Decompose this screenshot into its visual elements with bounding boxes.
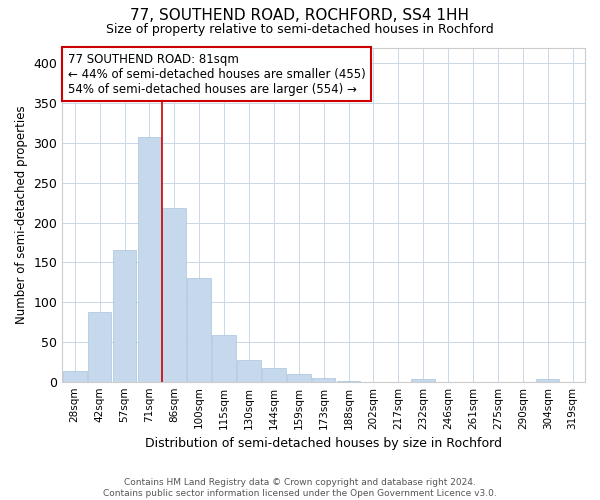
Bar bbox=[63, 372, 86, 382]
Bar bbox=[187, 278, 211, 382]
Bar bbox=[312, 378, 335, 382]
Bar bbox=[113, 250, 136, 382]
Bar bbox=[412, 380, 435, 382]
Bar bbox=[536, 380, 559, 382]
Bar bbox=[262, 368, 286, 382]
Bar bbox=[137, 138, 161, 382]
Bar bbox=[163, 208, 186, 382]
Bar bbox=[212, 334, 236, 382]
Text: Contains HM Land Registry data © Crown copyright and database right 2024.
Contai: Contains HM Land Registry data © Crown c… bbox=[103, 478, 497, 498]
Bar bbox=[88, 312, 112, 382]
Y-axis label: Number of semi-detached properties: Number of semi-detached properties bbox=[15, 106, 28, 324]
Text: 77 SOUTHEND ROAD: 81sqm
← 44% of semi-detached houses are smaller (455)
54% of s: 77 SOUTHEND ROAD: 81sqm ← 44% of semi-de… bbox=[68, 52, 365, 96]
X-axis label: Distribution of semi-detached houses by size in Rochford: Distribution of semi-detached houses by … bbox=[145, 437, 502, 450]
Text: 77, SOUTHEND ROAD, ROCHFORD, SS4 1HH: 77, SOUTHEND ROAD, ROCHFORD, SS4 1HH bbox=[131, 8, 470, 22]
Text: Size of property relative to semi-detached houses in Rochford: Size of property relative to semi-detach… bbox=[106, 22, 494, 36]
Bar bbox=[237, 360, 261, 382]
Bar bbox=[337, 381, 361, 382]
Bar bbox=[287, 374, 311, 382]
